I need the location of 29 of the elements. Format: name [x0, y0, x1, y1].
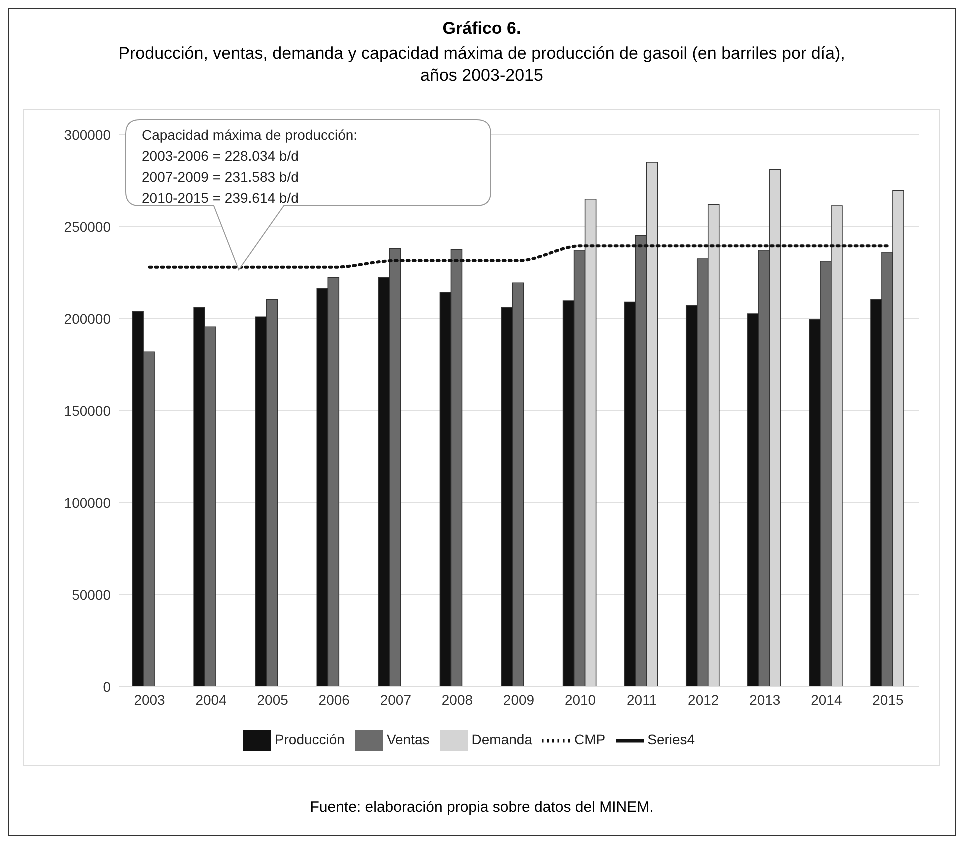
y-tick-label: 50000	[72, 586, 112, 603]
x-tick-label: 2005	[257, 692, 289, 708]
y-tick-label: 200000	[64, 310, 112, 327]
x-tick-label: 2003	[134, 692, 166, 708]
x-tick-label: 2011	[627, 692, 658, 708]
x-tick-label: 2010	[564, 692, 596, 708]
x-tick-label: 2012	[688, 692, 720, 708]
y-tick-label: 250000	[64, 218, 112, 235]
chart-subtitle: Producción, ventas, demanda y capacidad máxima de producción de gasoil (en barriles por día), años 2003-2015	[118, 43, 846, 87]
legend-label: Demanda	[472, 732, 532, 748]
annotation: Capacidad máxima de producción: 2003-2006 = 228.034 b/d 2007-2009 = 231.583 b/d 2010-2015 = 239.614 b/d	[142, 127, 358, 206]
legend-label: CMP	[574, 732, 606, 748]
legend-label: Ventas	[386, 732, 430, 748]
x-tick-label: 2009	[503, 692, 535, 708]
legend-label: Producción	[274, 732, 345, 748]
y-tick-label: 0	[103, 678, 112, 695]
y-tick-label: 150000	[64, 402, 112, 419]
x-tick-label: 2013	[750, 692, 781, 708]
x-tick-label: 2014	[811, 692, 842, 708]
y-tick-label: 300000	[64, 126, 112, 143]
y-tick-label: 100000	[64, 494, 112, 511]
x-tick-label: 2008	[442, 692, 474, 708]
source-note: Fuente: elaboración propia sobre datos del MINEM.	[309, 799, 655, 816]
x-tick-label: 2006	[318, 692, 350, 708]
x-tick-label: 2007	[380, 692, 412, 708]
x-tick-label: 2004	[196, 692, 228, 708]
legend-label: Series4	[648, 732, 696, 748]
x-tick-label: 2015	[872, 692, 904, 708]
chart-title: Gráfico 6.	[442, 19, 522, 39]
